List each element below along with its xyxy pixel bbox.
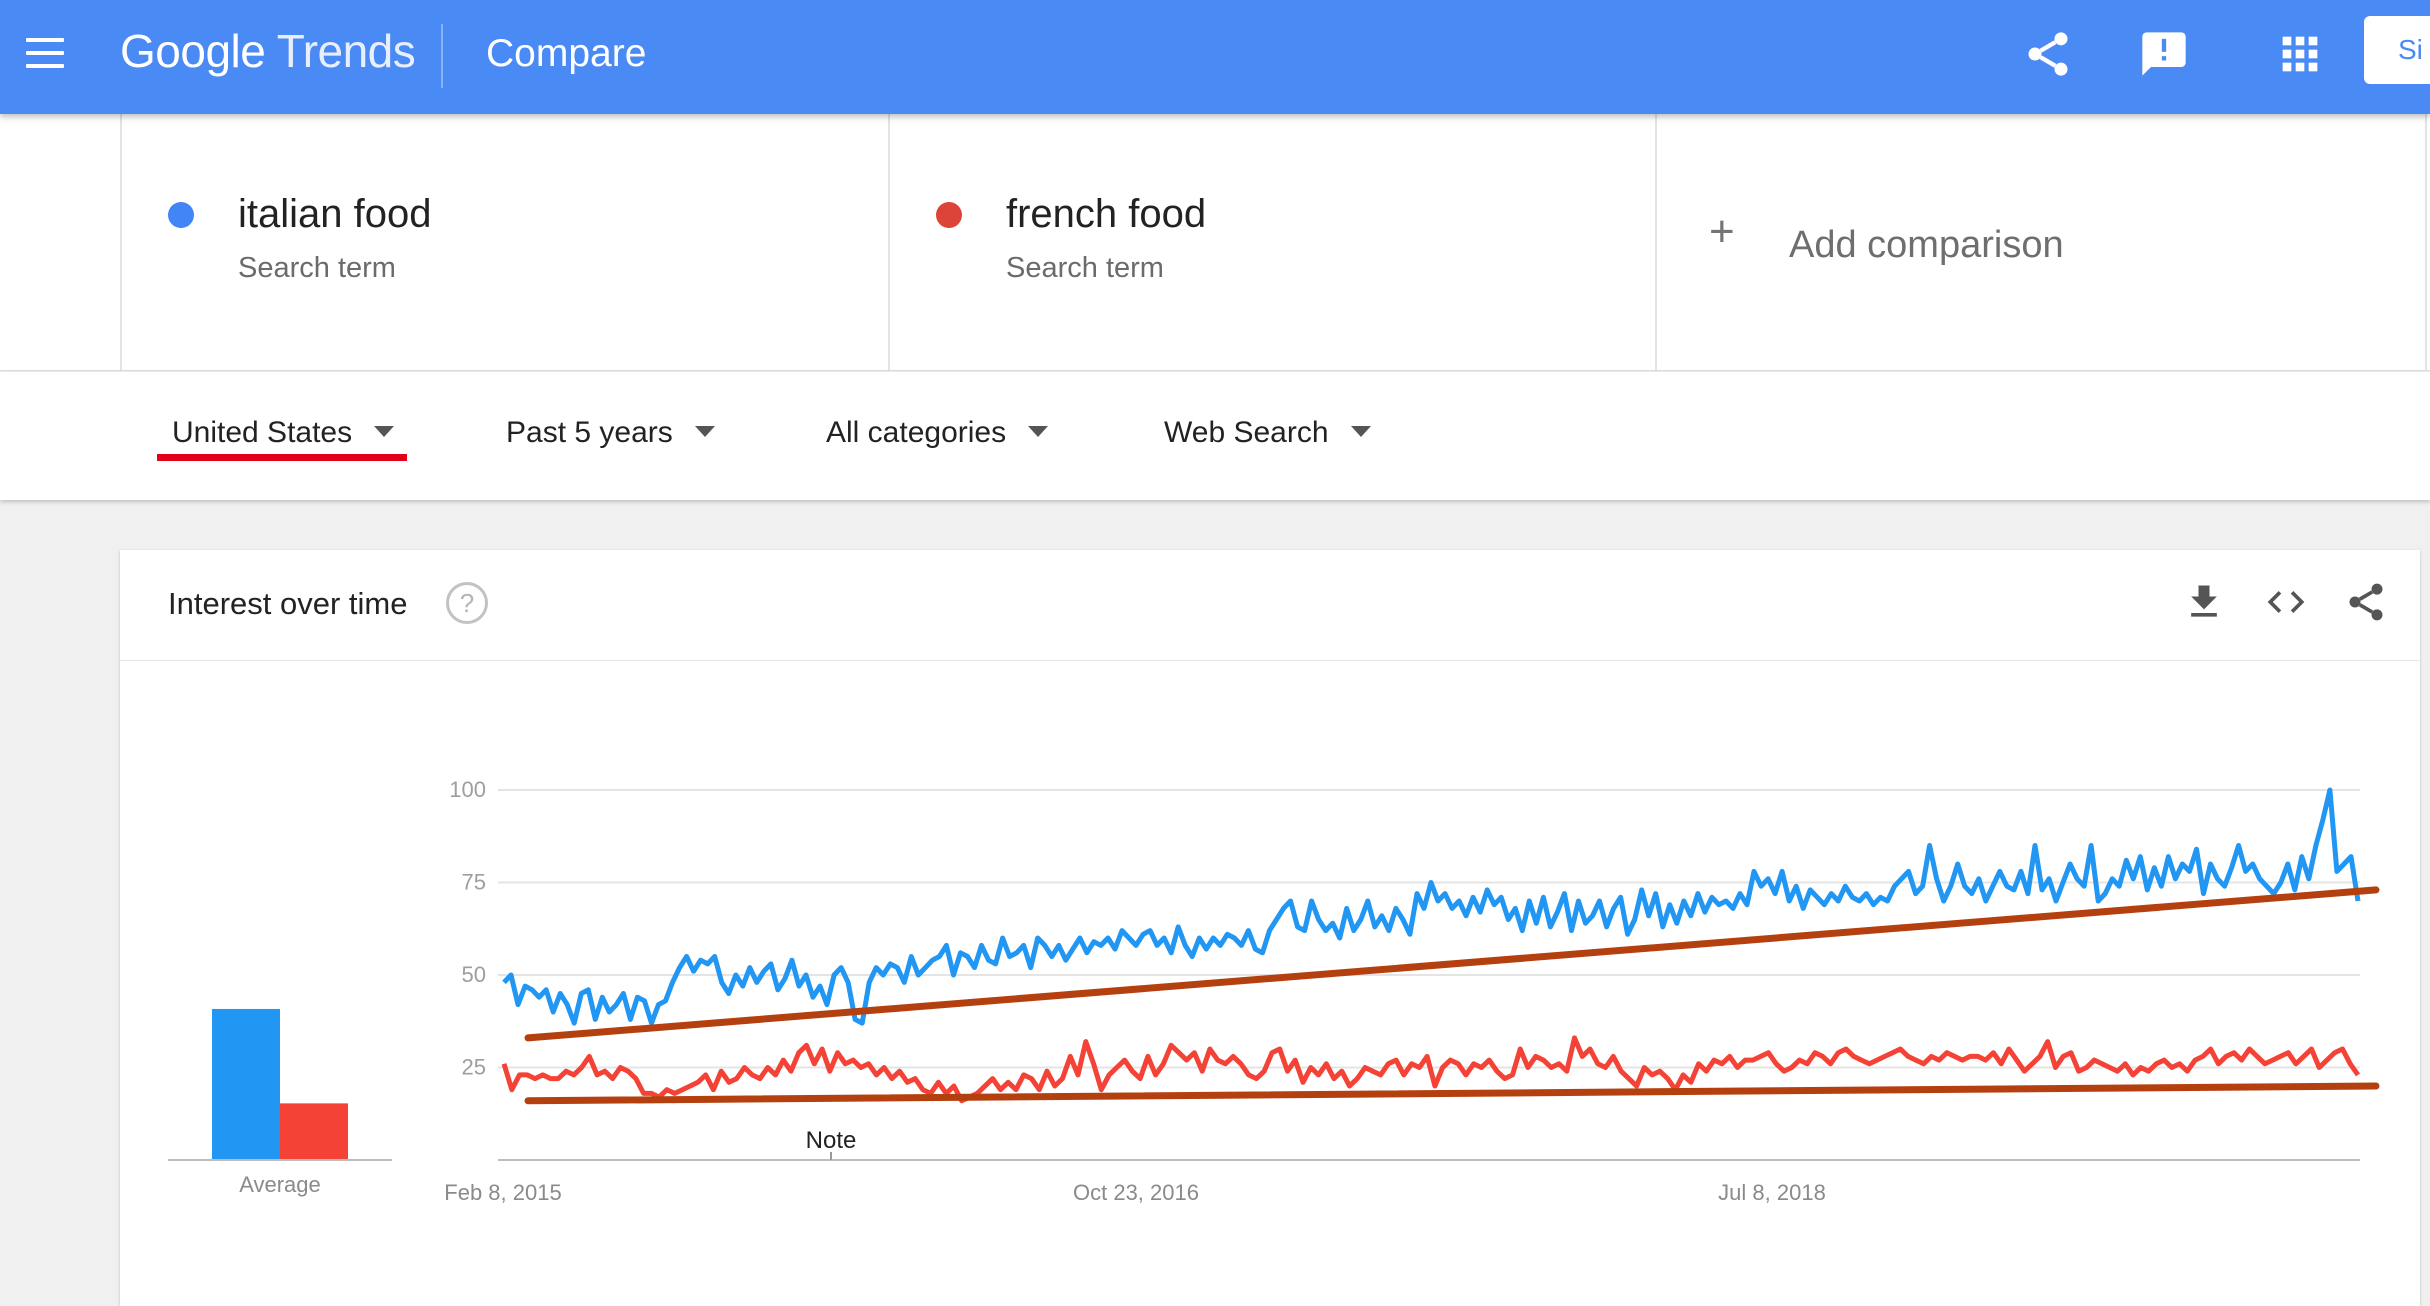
x-tick-label: Jul 8, 2018 xyxy=(1718,1180,1826,1205)
trendline xyxy=(524,1082,2380,1105)
series-color-dot xyxy=(936,202,962,228)
x-tick-label: Oct 23, 2016 xyxy=(1073,1180,1199,1205)
average-label: Average xyxy=(239,1172,321,1197)
series-line xyxy=(502,787,2361,1026)
term-card-italian-food[interactable]: italian food Search term xyxy=(120,114,888,370)
share-icon[interactable] xyxy=(2344,580,2388,624)
region-highlight-underline xyxy=(157,454,407,461)
time-range-dropdown[interactable]: Past 5 years xyxy=(506,416,715,450)
region-label: United States xyxy=(172,416,353,449)
category-label: All categories xyxy=(826,416,1007,449)
y-tick-label: 75 xyxy=(462,870,486,895)
interest-chart: 25 50 75 100 Feb 8, 2015 Oct 23, 2016 Jul 8, 2… xyxy=(168,777,2380,1205)
header-divider xyxy=(441,24,443,88)
download-icon[interactable] xyxy=(2182,580,2226,624)
brand-trends: Trends xyxy=(276,25,416,77)
series-line xyxy=(501,1035,2361,1104)
chevron-down-icon xyxy=(1028,425,1049,437)
interest-over-time-card: Interest over time ? 25 50 75 100 Feb 8, 201… xyxy=(120,550,2420,1306)
sign-in-button[interactable]: Si xyxy=(2364,16,2430,84)
term-type: Search term xyxy=(238,252,396,284)
add-comparison-label: Add comparison xyxy=(1789,224,2064,266)
card-divider xyxy=(120,660,2420,661)
term-name[interactable]: french food xyxy=(1006,192,1207,236)
help-icon[interactable]: ? xyxy=(446,582,488,624)
embed-icon[interactable] xyxy=(2264,580,2308,624)
comparison-terms: italian food Search term french food Sea… xyxy=(0,114,2430,371)
y-tick-label: 50 xyxy=(462,962,486,987)
add-comparison-button[interactable]: + Add comparison xyxy=(1655,114,2427,370)
menu-icon[interactable] xyxy=(26,38,64,68)
app-header: Google Trends Compare Si xyxy=(0,0,2430,114)
series-color-dot xyxy=(168,202,194,228)
term-name[interactable]: italian food xyxy=(238,192,432,236)
region-dropdown[interactable]: United States xyxy=(172,416,395,450)
trendline xyxy=(524,886,2380,1042)
category-dropdown[interactable]: All categories xyxy=(826,416,1049,450)
search-type-label: Web Search xyxy=(1164,416,1329,449)
term-card-french-food[interactable]: french food Search term xyxy=(888,114,1655,370)
page-title: Compare xyxy=(486,32,647,75)
apps-grid-icon[interactable] xyxy=(2274,28,2326,80)
x-tick-label: Feb 8, 2015 xyxy=(444,1180,561,1205)
share-icon[interactable] xyxy=(2022,28,2074,80)
search-type-dropdown[interactable]: Web Search xyxy=(1164,416,1371,450)
card-title: Interest over time xyxy=(168,586,408,621)
brand-google: Google xyxy=(120,25,266,77)
plus-icon: + xyxy=(1709,207,1735,256)
y-tick-label: 25 xyxy=(462,1055,486,1080)
chevron-down-icon xyxy=(1350,425,1371,437)
note-annotation: Note xyxy=(806,1127,857,1154)
time-range-label: Past 5 years xyxy=(506,416,673,449)
term-type: Search term xyxy=(1006,252,1164,284)
chevron-down-icon xyxy=(374,425,395,437)
filter-bar: United States Past 5 years All categorie… xyxy=(0,372,2430,500)
average-bar xyxy=(280,1103,348,1160)
chevron-down-icon xyxy=(694,425,715,437)
y-tick-label: 100 xyxy=(449,777,486,802)
google-trends-logo[interactable]: Google Trends xyxy=(120,24,416,78)
average-bar xyxy=(212,1008,280,1160)
feedback-icon[interactable] xyxy=(2138,28,2190,80)
